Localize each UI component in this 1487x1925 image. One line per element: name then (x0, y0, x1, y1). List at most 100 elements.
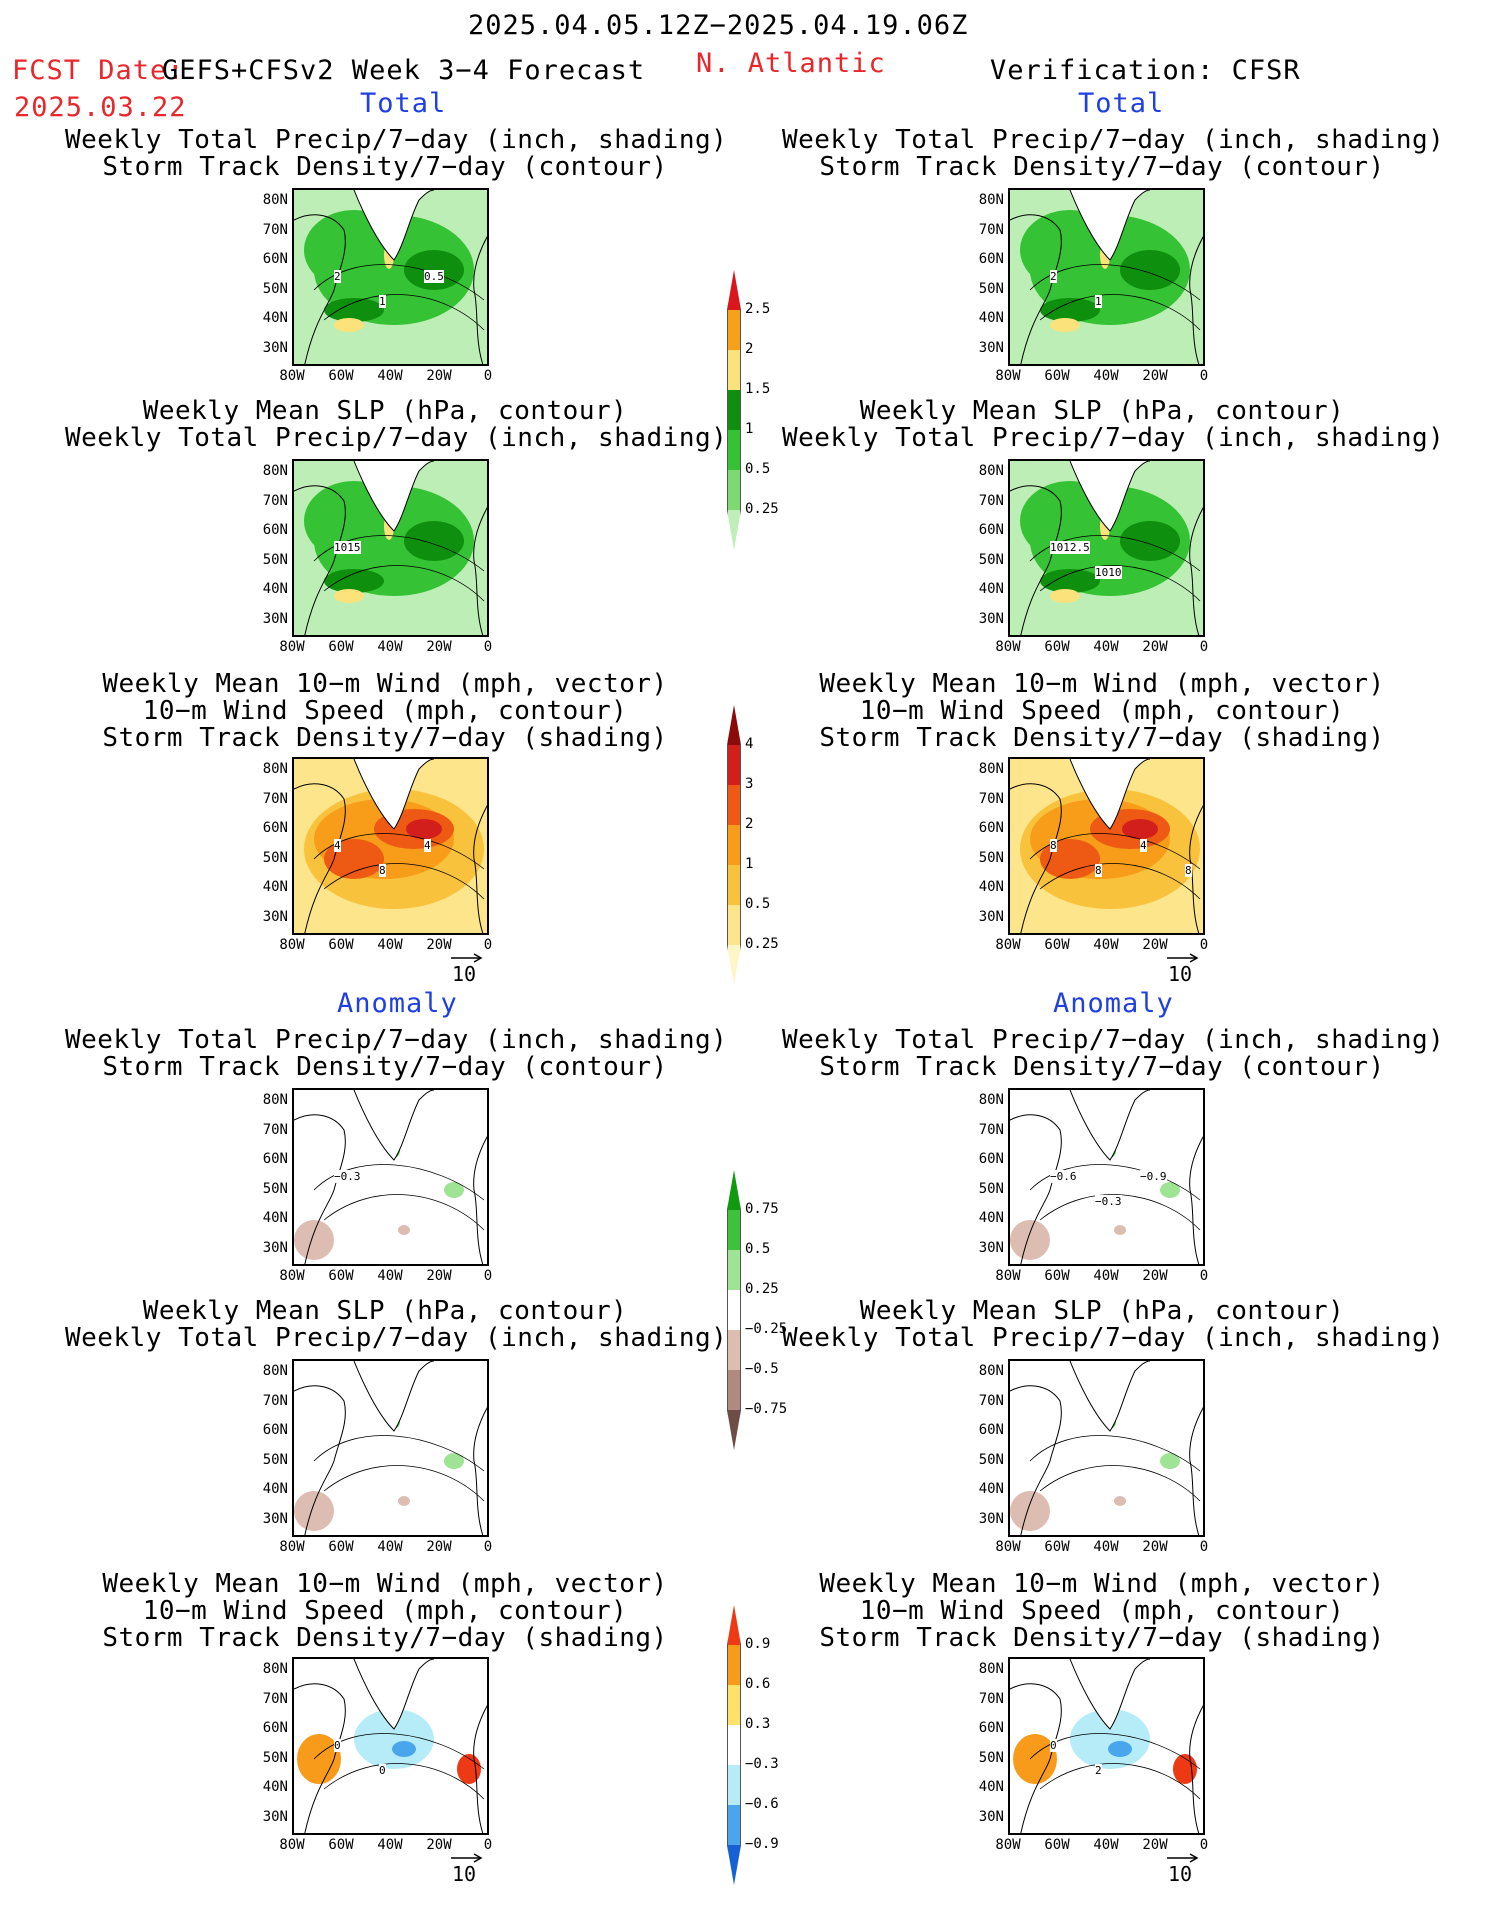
greenland-coast (1069, 759, 1151, 830)
colorbar-label: 0.5 (745, 896, 771, 912)
lon-tick-label: 40W (377, 639, 403, 655)
arrow-icon (1167, 1853, 1199, 1863)
lat-tick-label: 80N (262, 1661, 288, 1677)
lon-tick-label: 80W (995, 639, 1021, 655)
lat-tick-label: 60N (978, 522, 1004, 538)
lat-tick-label: 50N (262, 1749, 288, 1766)
contour-line (1029, 833, 1201, 870)
lat-tick-label: 60N (978, 1720, 1004, 1736)
colorbar-label: 0.3 (745, 1716, 771, 1732)
lat-tick-label: 70N (262, 790, 288, 807)
lat-tick-label: 60N (262, 522, 288, 538)
lat-tick-label: 80N (262, 463, 288, 479)
lon-tick-label: 80W (995, 1539, 1021, 1555)
greenland-coast (1069, 1361, 1151, 1432)
lon-tick-label: 80W (995, 1837, 1021, 1853)
panel-title: Weekly Total Precip/7−day (inch, shading… (65, 1025, 728, 1082)
lon-tick-label: 20W (1142, 1268, 1168, 1284)
contour-line (1039, 1465, 1201, 1502)
map-plot (294, 1659, 487, 1833)
lat-tick-label: 40N (978, 581, 1004, 597)
lat-tick-label: 30N (262, 610, 288, 627)
map-panel: 884810 (1008, 757, 1205, 935)
panel-title: Weekly Mean SLP (hPa, contour) Weekly To… (782, 396, 1445, 453)
contour-line (1039, 294, 1201, 331)
coastline (1010, 783, 1062, 933)
contour-line (1039, 1194, 1201, 1231)
lon-tick-label: 40W (377, 1268, 403, 1284)
lat-tick-label: 30N (262, 908, 288, 925)
lat-tick-label: 30N (978, 1510, 1004, 1527)
lon-tick-label: 60W (1044, 1268, 1070, 1284)
lon-tick-label: 0 (483, 1837, 493, 1853)
lat-tick-label: 80N (978, 1092, 1004, 1108)
lon-tick-label: 60W (328, 1837, 354, 1853)
lat-tick-label: 40N (262, 1779, 288, 1795)
colorbar-cell (727, 350, 741, 390)
colorbar-cell (727, 1250, 741, 1290)
contour-line (313, 833, 485, 870)
coastline (294, 1114, 346, 1264)
greenland-coast (1069, 190, 1151, 261)
colorbar-label: −0.75 (745, 1401, 788, 1417)
lat-tick-label: 80N (262, 192, 288, 208)
lon-tick-label: 0 (483, 639, 493, 655)
lat-tick-label: 50N (262, 849, 288, 866)
contour-line (323, 1194, 485, 1231)
shading-blob (1160, 1182, 1180, 1198)
greenland-coast (353, 759, 435, 830)
lon-tick-label: 80W (995, 937, 1021, 953)
lat-tick-label: 40N (262, 581, 288, 597)
shading-blob (1108, 1741, 1132, 1757)
lat-tick-label: 50N (978, 1749, 1004, 1766)
contour-line (1029, 1164, 1201, 1201)
shading-blob (392, 1741, 416, 1757)
coastline (294, 1683, 346, 1833)
contour-label: 1010 (1095, 566, 1122, 579)
lat-tick-label: 80N (978, 192, 1004, 208)
anomaly-right-label: Anomaly (1053, 988, 1174, 1019)
shading-blob (354, 1709, 434, 1769)
lat-tick-label: 60N (262, 1720, 288, 1736)
europe-coast (1189, 1135, 1203, 1264)
colorbar-cell (727, 1845, 741, 1885)
map-plot (294, 1090, 487, 1264)
lon-tick-label: 20W (426, 639, 452, 655)
arrow-icon (1167, 953, 1199, 963)
lat-tick-label: 50N (262, 551, 288, 568)
europe-coast (473, 1135, 487, 1264)
coastline (294, 783, 346, 933)
lat-tick-label: 60N (978, 820, 1004, 836)
lon-tick-label: 0 (1199, 368, 1209, 384)
lon-tick-label: 40W (1093, 368, 1119, 384)
lon-tick-label: 0 (483, 1268, 493, 1284)
lon-tick-label: 20W (1142, 1539, 1168, 1555)
vector-reference-value: 10 (452, 1862, 477, 1886)
lat-tick-label: 60N (262, 1151, 288, 1167)
lon-tick-label: 60W (1044, 937, 1070, 953)
anomaly-left-label: Anomaly (337, 988, 458, 1019)
lon-tick-label: 0 (1199, 937, 1209, 953)
colorbar-label: 2 (745, 341, 754, 357)
lat-tick-label: 80N (262, 1092, 288, 1108)
contour-line (313, 1435, 485, 1472)
colorbar-cell (727, 1805, 741, 1845)
lat-tick-label: 80N (978, 463, 1004, 479)
contour-line (1029, 264, 1201, 301)
greenland-coast (353, 1361, 435, 1432)
lat-tick-label: 30N (262, 1239, 288, 1256)
vector-reference-value: 10 (452, 962, 477, 986)
contour-label: 8 (1095, 864, 1102, 877)
contour-label: 0 (379, 1764, 386, 1777)
colorbar-label: 2 (745, 816, 754, 832)
colorbar-storm-anom (727, 1605, 741, 1885)
colorbar-label: −0.6 (745, 1796, 779, 1812)
shading-blob (1050, 589, 1080, 603)
map-panel: −0.3 (292, 1088, 489, 1266)
lon-tick-label: 60W (328, 639, 354, 655)
colorbar-cell (727, 705, 741, 745)
contour-label: 8 (379, 864, 386, 877)
total-left-label: Total (360, 88, 447, 119)
map-plot (1010, 759, 1203, 933)
total-right-label: Total (1078, 88, 1165, 119)
